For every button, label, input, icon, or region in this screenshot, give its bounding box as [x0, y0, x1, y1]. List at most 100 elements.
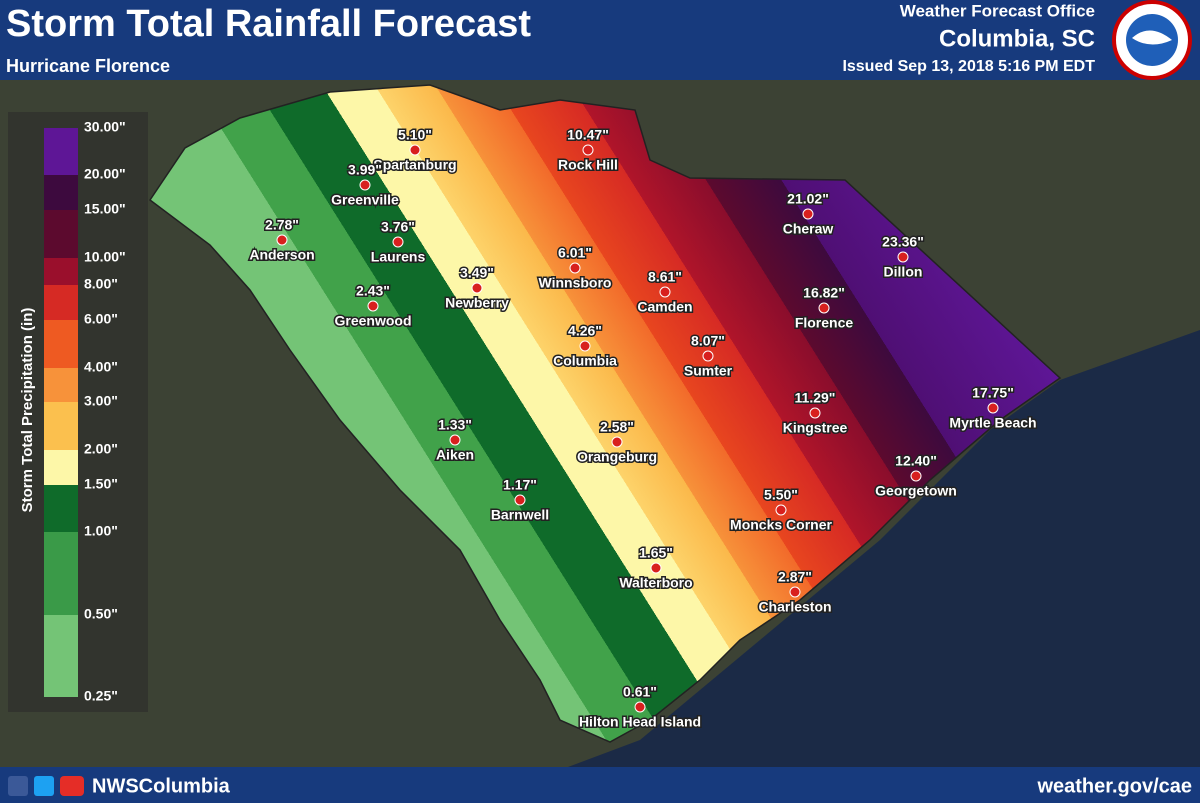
city-amount: 2.43"	[356, 283, 390, 299]
legend-swatch	[44, 450, 78, 485]
city-dot	[359, 179, 371, 191]
city-amount: 2.87"	[778, 569, 812, 585]
city-dot	[818, 302, 830, 314]
city-dot	[514, 494, 526, 506]
city-dot	[634, 701, 646, 713]
city-dot	[611, 436, 623, 448]
city-name: Greenwood	[334, 313, 411, 329]
legend-label: 1.50"	[84, 476, 118, 492]
legend-label: 10.00"	[84, 249, 126, 265]
city-amount: 6.01"	[558, 245, 592, 261]
city-amount: 0.61"	[623, 684, 657, 700]
legend-label: 8.00"	[84, 276, 118, 292]
legend-swatch	[44, 285, 78, 320]
city-name: Cheraw	[783, 221, 834, 237]
city-dot	[659, 286, 671, 298]
city-dot	[367, 300, 379, 312]
city-dot	[569, 262, 581, 274]
city-amount: 8.61"	[648, 269, 682, 285]
footer-bar	[0, 767, 1200, 803]
social-handle: NWSColumbia	[92, 775, 231, 797]
subtitle: Hurricane Florence	[6, 56, 170, 76]
legend-swatch	[44, 128, 78, 175]
city-name: Laurens	[371, 249, 426, 265]
city-amount: 12.40"	[895, 453, 937, 469]
facebook-icon[interactable]	[8, 776, 28, 796]
legend-swatch	[44, 210, 78, 258]
legend-swatch	[44, 175, 78, 210]
city-amount: 3.49"	[460, 265, 494, 281]
legend-label: 2.00"	[84, 441, 118, 457]
city-name: Georgetown	[875, 483, 957, 499]
city-amount: 23.36"	[882, 234, 924, 250]
issued: Issued Sep 13, 2018 5:16 PM EDT	[842, 58, 1095, 75]
city-dot	[910, 470, 922, 482]
city-name: Barnwell	[491, 507, 549, 523]
city-amount: 2.78"	[265, 217, 299, 233]
legend-swatch	[44, 402, 78, 450]
office: Weather Forecast Office	[900, 1, 1095, 20]
website[interactable]: weather.gov/cae	[1036, 775, 1192, 797]
city-name: Aiken	[436, 447, 474, 463]
city-name: Newberry	[445, 295, 509, 311]
city-dot	[449, 434, 461, 446]
title: Storm Total Rainfall Forecast	[6, 3, 531, 45]
city-dot	[809, 407, 821, 419]
legend-label: 6.00"	[84, 311, 118, 327]
city-amount: 17.75"	[972, 385, 1014, 401]
city-name: Anderson	[249, 247, 314, 263]
city-name: Florence	[795, 315, 854, 331]
city-name: Myrtle Beach	[949, 415, 1036, 431]
city-amount: 5.10"	[398, 127, 432, 143]
city-dot	[409, 144, 421, 156]
legend-label: 0.50"	[84, 606, 118, 622]
legend-label: 3.00"	[84, 393, 118, 409]
city-dot	[702, 350, 714, 362]
header-bar	[0, 0, 1200, 80]
legend-swatch	[44, 320, 78, 368]
legend-swatch	[44, 258, 78, 285]
city-dot	[650, 562, 662, 574]
office-city: Columbia, SC	[939, 25, 1095, 52]
city-amount: 16.82"	[803, 285, 845, 301]
city-name: Moncks Corner	[730, 517, 832, 533]
ocean	[560, 330, 1200, 770]
legend-title: Storm Total Precipitation (in)	[19, 308, 36, 513]
city-dot	[789, 586, 801, 598]
city-amount: 3.99"	[348, 162, 382, 178]
city-name: Columbia	[553, 353, 617, 369]
legend-label: 15.00"	[84, 201, 126, 217]
city-name: Greenville	[331, 192, 399, 208]
legend-label: 20.00"	[84, 166, 126, 182]
legend-label: 4.00"	[84, 359, 118, 375]
twitter-icon[interactable]	[34, 776, 54, 796]
city-amount: 10.47"	[567, 127, 609, 143]
city-name: Orangeburg	[577, 449, 657, 465]
city-name: Winnsboro	[539, 275, 612, 291]
city-amount: 5.50"	[764, 487, 798, 503]
city-name: Dillon	[884, 264, 923, 280]
city-name: Walterboro	[619, 575, 692, 591]
legend-swatch	[44, 532, 78, 615]
city-amount: 1.33"	[438, 417, 472, 433]
city-name: Sumter	[684, 363, 733, 379]
legend-swatch	[44, 485, 78, 532]
south-carolina	[148, 84, 1062, 743]
city-name: Charleston	[758, 599, 831, 615]
city-name: Hilton Head Island	[579, 714, 701, 730]
nws-logo	[1112, 0, 1192, 80]
youtube-icon[interactable]	[60, 776, 84, 796]
city-name: Camden	[637, 299, 692, 315]
city-amount: 2.58"	[600, 419, 634, 435]
city-dot	[276, 234, 288, 246]
city-amount: 8.07"	[691, 333, 725, 349]
city-dot	[802, 208, 814, 220]
city-dot	[775, 504, 787, 516]
legend-label: 1.00"	[84, 523, 118, 539]
city-dot	[471, 282, 483, 294]
legend-swatch	[44, 368, 78, 402]
city-amount: 3.76"	[381, 219, 415, 235]
city-dot	[987, 402, 999, 414]
city-dot	[579, 340, 591, 352]
city-amount: 1.65"	[639, 545, 673, 561]
